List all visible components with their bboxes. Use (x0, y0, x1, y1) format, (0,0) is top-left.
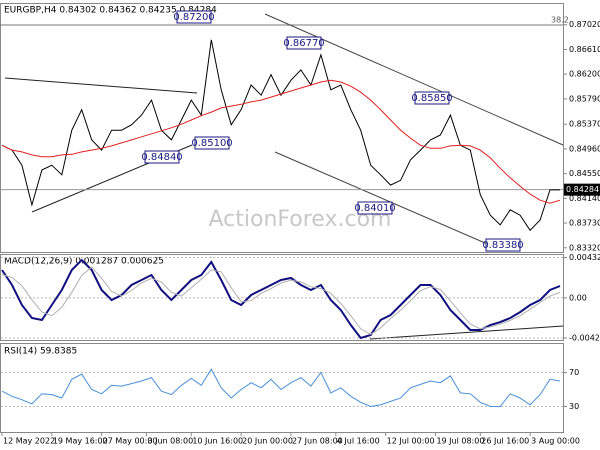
series-line (1, 39, 560, 232)
y-tick-label: 0.87020 (569, 20, 600, 29)
y-tick-label: 0.004325 (569, 253, 600, 262)
x-tick-label: 3 Aug 00:00 (531, 437, 580, 446)
y-tick-label: 0.84550 (569, 169, 600, 178)
series-line (1, 258, 561, 340)
x-tick-label: 12 Jul 00:00 (387, 437, 435, 446)
channel-line (274, 151, 493, 247)
trendline (4, 77, 198, 94)
y-tick-label: -0.004288 (569, 334, 600, 343)
annotation-box (485, 238, 521, 252)
y-tick-label: 0.86610 (569, 45, 600, 54)
y-tick-label: 0.83730 (569, 219, 600, 228)
annotation: 0.83380 (482, 240, 523, 251)
annotation-box (176, 10, 212, 24)
y-tick-label: 0.86200 (569, 70, 600, 79)
fib-label: 38.2 (551, 16, 569, 25)
x-tick-label: 10 Jun 16:00 (192, 437, 243, 446)
y-tick-label: 0.00 (569, 293, 587, 302)
annotation-box (357, 201, 393, 215)
annotation: 0.84840 (141, 152, 182, 163)
x-tick-label: 19 May 16:00 (53, 437, 108, 446)
x-tick-label: 12 May 2022 (3, 437, 55, 446)
x-tick-label: 4 Jul 16:00 (337, 437, 380, 446)
x-tick-label: 3 Jun 08:00 (147, 437, 193, 446)
annotation-box (286, 36, 322, 50)
y-tick-label: 0.85370 (569, 120, 600, 129)
y-tick-label: 30 (569, 402, 579, 411)
y-tick-label: 0.85790 (569, 94, 600, 103)
last-price-box (564, 183, 600, 196)
annotation-box (194, 136, 230, 150)
y-tick-label: 70 (569, 368, 579, 377)
series-line (1, 266, 561, 335)
x-tick-label: 19 Jul 08:00 (436, 437, 484, 446)
annotation: 0.84010 (354, 203, 395, 214)
y-tick-label: 0.84140 (569, 194, 600, 203)
channel-line (264, 13, 564, 146)
price-panel (0, 3, 564, 253)
series-line (1, 368, 561, 408)
x-tick-label: 26 Jul 16:00 (481, 437, 529, 446)
rsi-title: RSI(14) 59.8385 (4, 347, 77, 357)
annotation-box (414, 91, 450, 105)
rsi-panel (0, 343, 564, 433)
annotation: 0.85100 (191, 138, 232, 149)
y-tick-label: 0.84960 (569, 144, 600, 153)
x-tick-label: 27 Jun 08:00 (292, 437, 343, 446)
annotation: 0.86770 (283, 38, 324, 49)
annotation-box (144, 150, 180, 164)
series-line (1, 79, 561, 204)
price-title: EURGBP,H4 0.84302 0.84362 0.84235 0.8428… (4, 6, 217, 16)
x-tick-label: 27 May 00:00 (103, 437, 158, 446)
last-price-label: 0.84284 (566, 185, 599, 194)
y-tick-label: 0.83320 (569, 243, 600, 252)
x-tick-label: 20 Jun 00:00 (242, 437, 293, 446)
annotation: 0.87200 (173, 12, 214, 23)
macd-trendline (369, 325, 564, 340)
annotation: 0.85850 (411, 93, 452, 104)
